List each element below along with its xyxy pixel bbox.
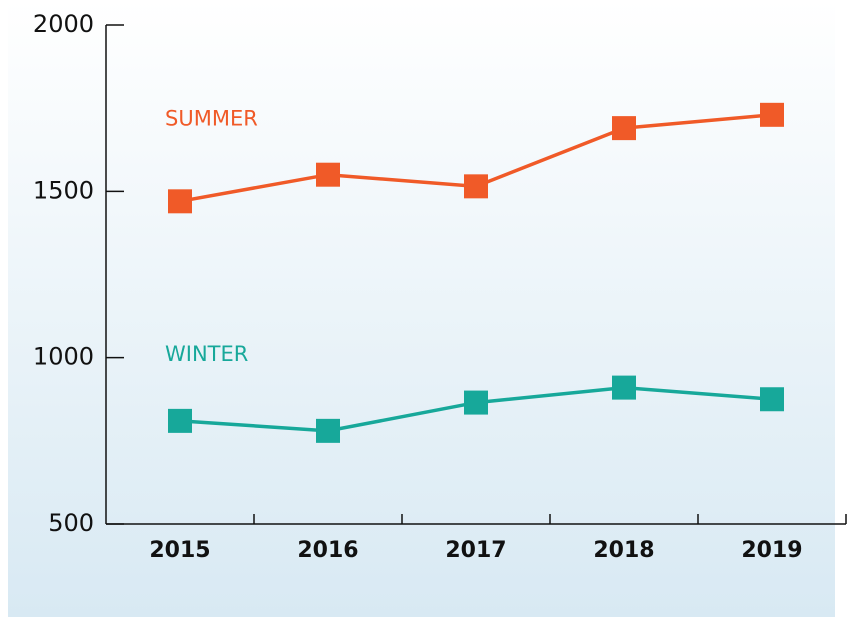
- series-label: WINTER: [165, 342, 248, 366]
- plot: 500 1000 1500 2000 2015 2016 2017 2018 2019 SUMME…: [33, 10, 847, 563]
- point-marker: [168, 408, 192, 433]
- x-tick-label: 2017: [445, 538, 506, 563]
- y-tick-label: 2000: [33, 10, 94, 38]
- point-marker: [316, 418, 340, 443]
- point-marker: [316, 162, 340, 187]
- point-marker: [760, 387, 784, 412]
- y-tick-label: 1500: [33, 176, 94, 204]
- x-tick-label: 2018: [593, 538, 654, 563]
- x-tick-label: 2019: [741, 538, 802, 563]
- point-marker: [612, 375, 636, 400]
- point-marker: [760, 102, 784, 127]
- series-label: SUMMER: [165, 106, 258, 130]
- y-tick-label: 1000: [33, 343, 94, 371]
- x-tick-label: 2015: [149, 538, 210, 563]
- point-marker: [612, 116, 636, 141]
- x-tick-label: 2016: [297, 538, 358, 563]
- point-marker: [168, 189, 192, 214]
- point-marker: [464, 390, 488, 415]
- y-tick-label: 500: [48, 509, 94, 537]
- plot-background: [8, 0, 835, 617]
- point-marker: [464, 174, 488, 199]
